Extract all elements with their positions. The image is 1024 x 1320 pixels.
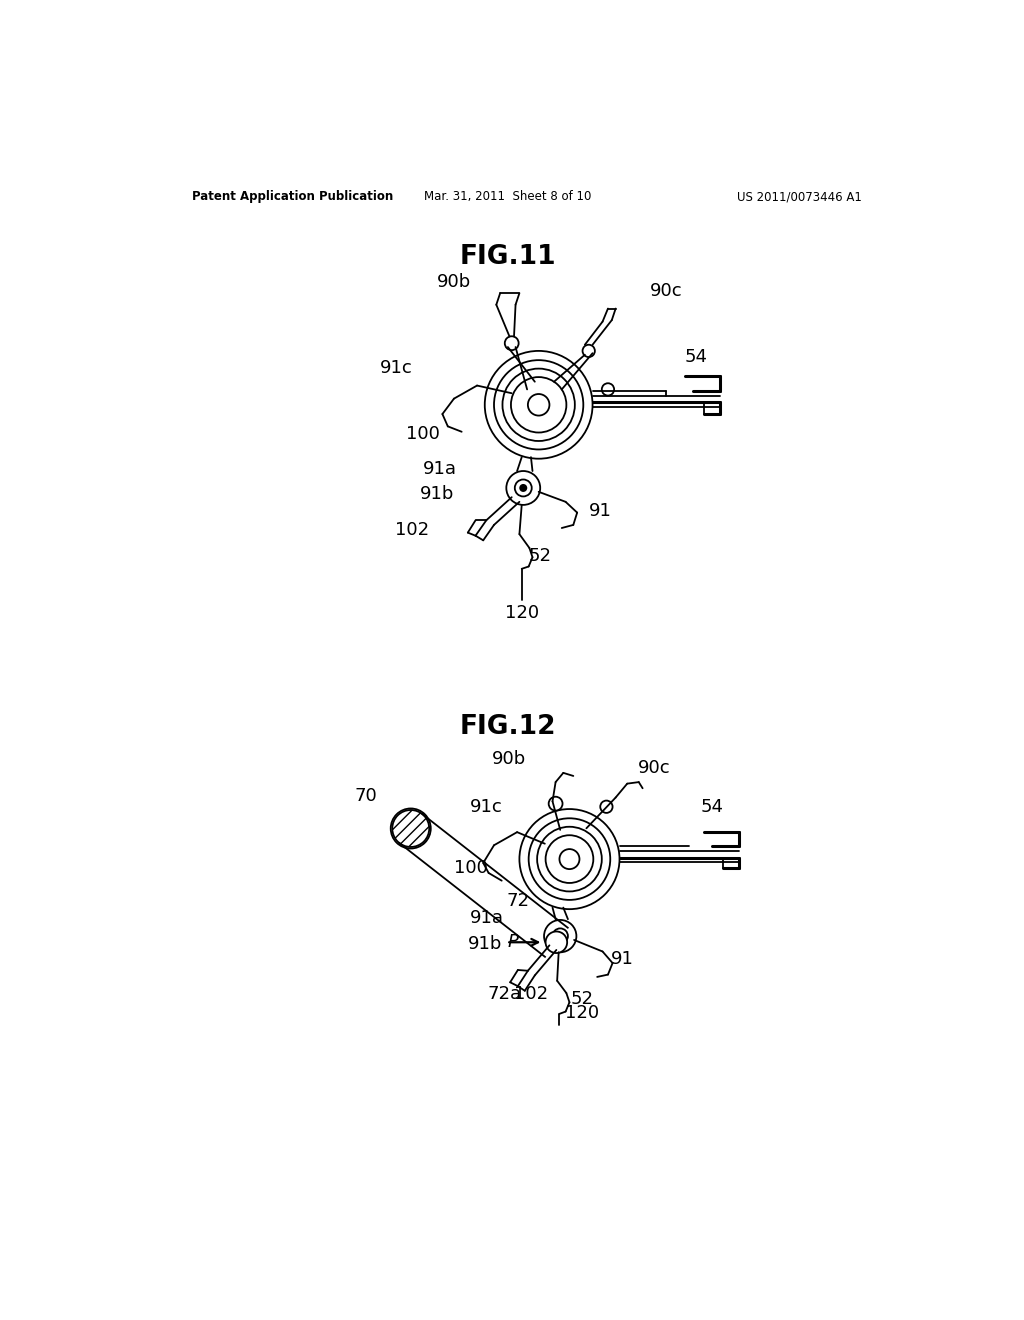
Text: FIG.11: FIG.11 bbox=[460, 244, 556, 271]
Text: 102: 102 bbox=[394, 521, 429, 540]
Circle shape bbox=[602, 383, 614, 396]
Text: 54: 54 bbox=[700, 797, 723, 816]
Text: 91: 91 bbox=[589, 502, 611, 520]
Text: 91a: 91a bbox=[470, 908, 504, 927]
Circle shape bbox=[520, 484, 526, 491]
Text: 100: 100 bbox=[454, 859, 487, 878]
Text: Patent Application Publication: Patent Application Publication bbox=[193, 190, 393, 203]
Text: 70: 70 bbox=[354, 787, 378, 805]
Text: 54: 54 bbox=[685, 348, 708, 366]
Circle shape bbox=[505, 337, 518, 350]
Text: 90b: 90b bbox=[437, 273, 471, 290]
Text: FIG.12: FIG.12 bbox=[460, 714, 556, 739]
Text: 102: 102 bbox=[514, 985, 548, 1003]
Text: 90b: 90b bbox=[493, 750, 526, 768]
Text: 91b: 91b bbox=[420, 486, 455, 503]
Text: 91b: 91b bbox=[468, 935, 502, 953]
Circle shape bbox=[515, 479, 531, 496]
Circle shape bbox=[528, 395, 550, 416]
Circle shape bbox=[392, 810, 429, 847]
Text: 120: 120 bbox=[564, 1005, 599, 1022]
Text: 72: 72 bbox=[507, 892, 529, 909]
Text: 91a: 91a bbox=[423, 459, 457, 478]
Text: 90c: 90c bbox=[649, 282, 682, 300]
Text: US 2011/0073446 A1: US 2011/0073446 A1 bbox=[737, 190, 862, 203]
Text: 90c: 90c bbox=[638, 759, 671, 777]
Text: 52: 52 bbox=[570, 990, 593, 1008]
Circle shape bbox=[600, 800, 612, 813]
Text: 100: 100 bbox=[407, 425, 440, 444]
Circle shape bbox=[583, 345, 595, 358]
Text: 52: 52 bbox=[528, 546, 552, 565]
Circle shape bbox=[549, 797, 562, 810]
Text: 120: 120 bbox=[505, 603, 539, 622]
Circle shape bbox=[544, 920, 577, 952]
Circle shape bbox=[546, 932, 567, 953]
Circle shape bbox=[557, 933, 563, 940]
Circle shape bbox=[391, 808, 431, 849]
Circle shape bbox=[559, 849, 580, 869]
Text: 91: 91 bbox=[610, 950, 633, 968]
Text: 72a: 72a bbox=[487, 985, 522, 1003]
Text: 91c: 91c bbox=[470, 797, 503, 816]
Circle shape bbox=[553, 928, 568, 944]
Circle shape bbox=[506, 471, 541, 506]
Text: 91c: 91c bbox=[380, 359, 413, 376]
Text: P: P bbox=[507, 933, 518, 952]
Text: Mar. 31, 2011  Sheet 8 of 10: Mar. 31, 2011 Sheet 8 of 10 bbox=[424, 190, 592, 203]
